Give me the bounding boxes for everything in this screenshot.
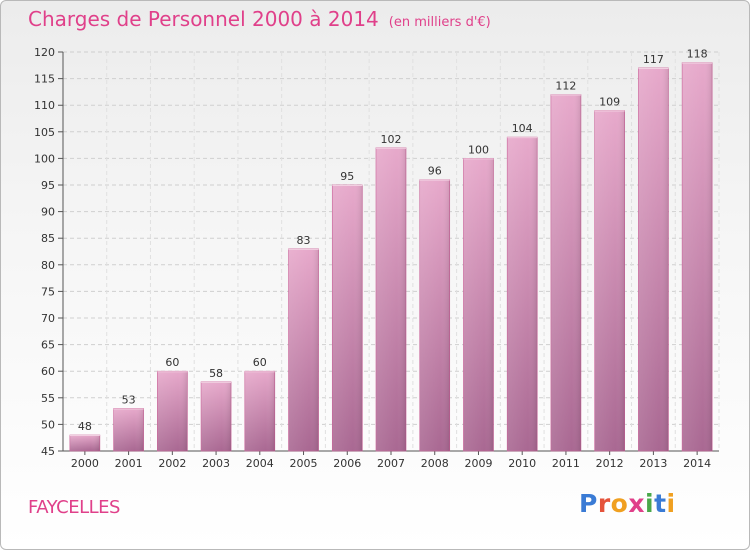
data-label: 95 [340,170,354,183]
chart-title: Charges de Personnel 2000 à 2014 (en mill… [28,7,491,31]
x-tick-label: 2010 [508,457,536,470]
data-label: 53 [122,393,136,406]
bar-shading [201,381,232,451]
proxiti-logo: Proxiti [579,489,676,518]
logo-letter: t [654,489,667,518]
y-tick-label: 100 [34,152,55,165]
x-tick-label: 2009 [464,457,492,470]
logo-letter: r [597,489,611,518]
data-label: 83 [297,234,311,247]
logo-letter: P [579,489,598,518]
data-label: 104 [512,122,533,135]
y-tick-label: 55 [41,392,55,405]
data-label: 60 [165,356,179,369]
x-tick-label: 2000 [71,457,99,470]
x-tick-label: 2004 [246,457,274,470]
y-tick-label: 110 [34,99,55,112]
logo-letter: o [610,489,629,518]
labels: 45 50 55 60 65 70 75 80 85 90 95 100 105 110 115 120 200… [34,46,711,470]
bar-shading [376,147,406,451]
y-tick-label: 45 [41,445,55,458]
y-tick-label: 75 [41,285,55,298]
logo-letter: x [628,489,645,518]
x-tick-label: 2001 [115,457,143,470]
x-tick-label: 2012 [596,457,624,470]
bar-shading [682,62,713,451]
bar-shading [69,435,100,451]
data-label: 96 [428,165,442,178]
y-tick-label: 60 [41,365,55,378]
bar-shading [157,371,188,451]
y-tick-label: 90 [41,206,55,219]
bar-shading [419,179,450,451]
bar-shading [288,248,319,451]
bar-shading [638,67,669,452]
y-tick-label: 115 [34,73,55,86]
data-label: 100 [468,143,489,156]
chart-subtitle: (en milliers d'€) [388,15,491,30]
data-label: 112 [555,80,576,93]
chart-title-text: Charges de Personnel 2000 à 2014 [28,7,379,31]
logo-letter: i [666,489,676,518]
y-tick-label: 65 [41,339,55,352]
y-tick-label: 105 [34,126,55,139]
bar-shading [244,371,275,451]
bar-shading [113,408,144,451]
x-tick-label: 2011 [552,457,580,470]
data-label: 117 [643,53,664,66]
x-tick-label: 2005 [290,457,318,470]
data-label: 102 [381,133,402,146]
x-tick-label: 2002 [158,457,186,470]
bars [69,62,713,452]
x-tick-label: 2013 [639,457,667,470]
data-label: 60 [253,356,267,369]
data-label: 109 [599,96,620,109]
y-tick-label: 85 [41,232,55,245]
bar-shading [550,94,581,451]
data-label: 48 [78,420,92,433]
x-tick-label: 2008 [421,457,449,470]
y-tick-label: 70 [41,312,55,325]
x-tick-label: 2003 [202,457,230,470]
x-tick-label: 2006 [333,457,361,470]
y-tick-label: 95 [41,179,55,192]
commune-name: FAYCELLES [28,497,120,518]
x-tick-label: 2014 [683,457,711,470]
bar-shading [507,137,538,451]
bar-shading [463,158,494,451]
y-tick-label: 80 [41,259,55,272]
y-tick-label: 120 [34,46,55,59]
bar-shading [594,110,625,452]
x-tick-label: 2007 [377,457,405,470]
logo-letter: i [645,489,655,518]
y-tick-label: 50 [41,418,55,431]
data-label: 58 [209,367,223,380]
bar-shading [332,185,363,451]
data-label: 118 [687,48,708,61]
